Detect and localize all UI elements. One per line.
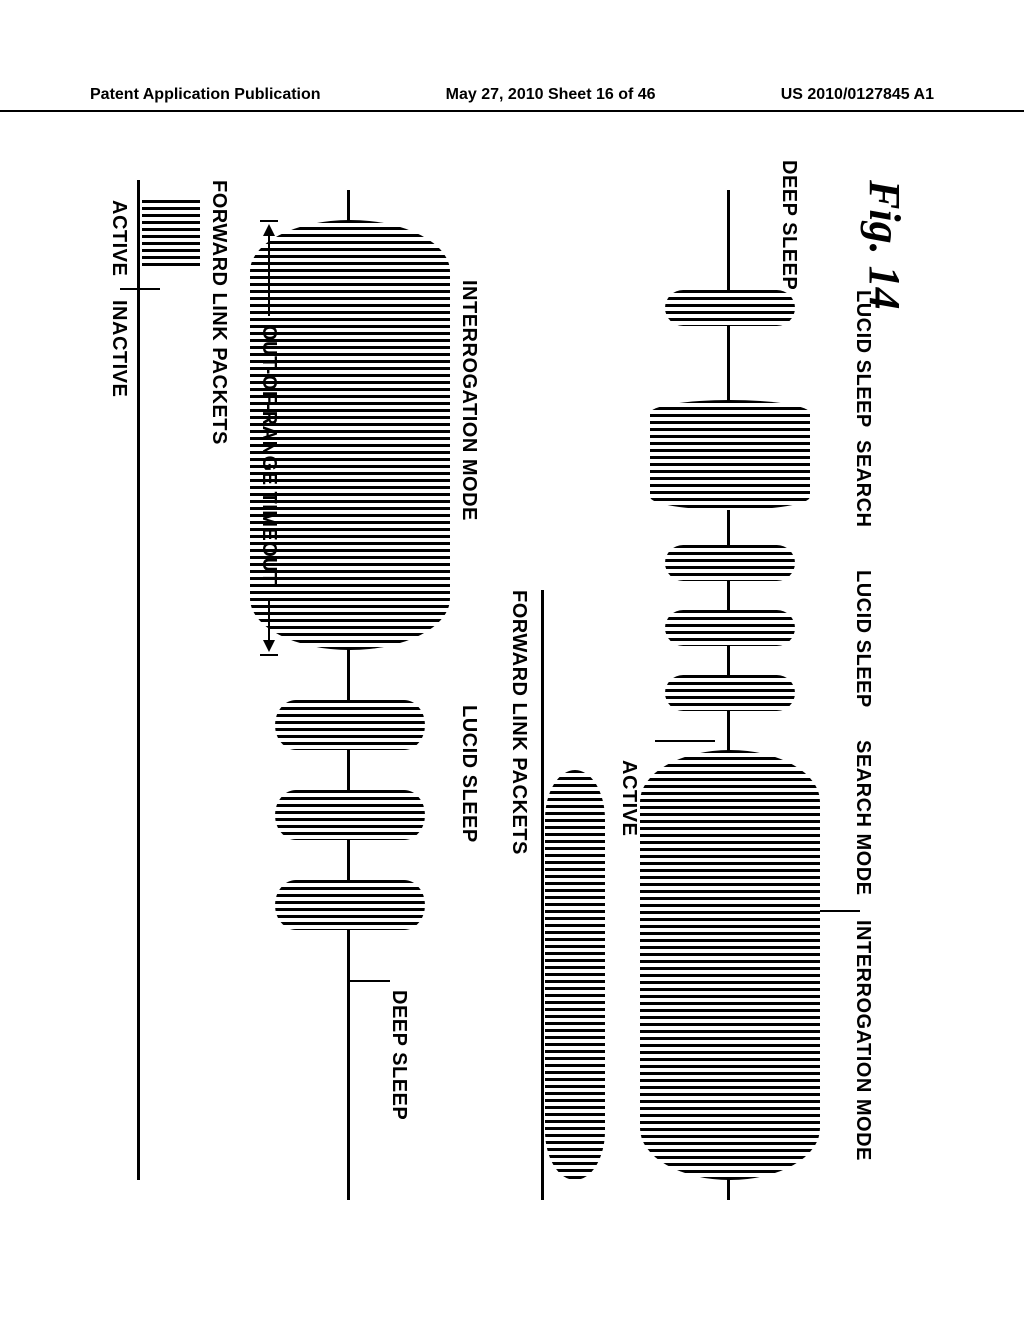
figure-landscape: Fig. 14 LUCID SLEEP SEARCH LUCID SLEEP S… bbox=[130, 160, 920, 1220]
label-flp-bottom: FORWARD LINK PACKETS bbox=[207, 180, 230, 445]
burst-search-1 bbox=[650, 400, 810, 510]
label-active-bottom: ACTIVE bbox=[107, 200, 130, 276]
oort-arrow-right bbox=[263, 640, 275, 652]
deep-sleep-lead bbox=[350, 980, 390, 982]
burst-lucid-b1 bbox=[275, 700, 425, 750]
label-deep-sleep-top: DEEP SLEEP bbox=[777, 160, 800, 290]
oort-cap-right bbox=[260, 654, 278, 656]
burst-flp-bottom bbox=[142, 200, 200, 270]
label-search-mode: SEARCH MODE bbox=[851, 740, 874, 896]
label-interrogation-mode-top: INTERROGATION MODE bbox=[851, 920, 874, 1161]
burst-lucid-b2 bbox=[275, 790, 425, 840]
label-active-top: ACTIVE bbox=[617, 760, 640, 836]
oort-arrow-left bbox=[263, 224, 275, 236]
label-lucid-sleep-1: LUCID SLEEP bbox=[851, 290, 874, 428]
burst-search-interrogation bbox=[640, 750, 820, 1180]
label-flp-top: FORWARD LINK PACKETS bbox=[507, 590, 530, 855]
burst-flp-top bbox=[545, 770, 605, 1180]
oort-line-right bbox=[268, 600, 270, 640]
page-header: Patent Application Publication May 27, 2… bbox=[0, 86, 1024, 112]
header-left: Patent Application Publication bbox=[90, 86, 321, 104]
active-inactive-divider bbox=[120, 288, 160, 290]
oort-line-left bbox=[268, 236, 270, 316]
burst-lucid-1 bbox=[665, 290, 795, 326]
figure-area: Fig. 14 LUCID SLEEP SEARCH LUCID SLEEP S… bbox=[130, 160, 920, 1220]
header-center: May 27, 2010 Sheet 16 of 46 bbox=[446, 86, 656, 104]
burst-lucid-b3 bbox=[275, 880, 425, 930]
label-oort: OUT-OF-RANGE TIMEOUT bbox=[257, 325, 280, 585]
label-interrogation-mode-bottom: INTERROGATION MODE bbox=[457, 280, 480, 521]
oort-cap-left bbox=[260, 220, 278, 222]
active-vline-top bbox=[655, 740, 715, 742]
label-lucid-sleep-2: LUCID SLEEP bbox=[851, 570, 874, 708]
header-right: US 2010/0127845 A1 bbox=[781, 86, 934, 104]
burst-interrogation-bottom bbox=[250, 220, 450, 650]
label-lucid-sleep-bottom: LUCID SLEEP bbox=[457, 705, 480, 843]
label-deep-sleep-bottom: DEEP SLEEP bbox=[387, 990, 410, 1120]
burst-lucid-2 bbox=[665, 545, 795, 581]
burst-lucid-4 bbox=[665, 675, 795, 711]
burst-lucid-3 bbox=[665, 610, 795, 646]
page: Patent Application Publication May 27, 2… bbox=[0, 0, 1024, 1320]
top-axis-divider bbox=[820, 910, 860, 912]
flp-axis-top bbox=[541, 590, 544, 1200]
label-inactive-bottom: INACTIVE bbox=[107, 300, 130, 397]
label-search-1: SEARCH bbox=[851, 440, 874, 527]
flp-axis-bottom bbox=[137, 180, 140, 1180]
